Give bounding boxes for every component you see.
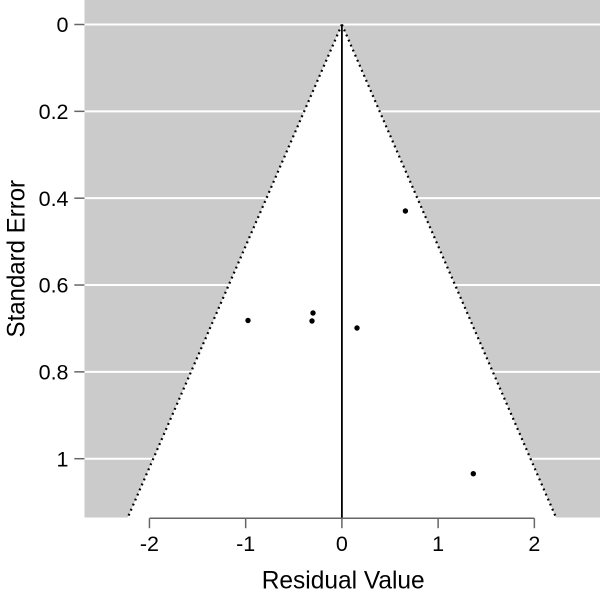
svg-text:2: 2	[528, 532, 540, 556]
svg-text:-1: -1	[236, 532, 255, 556]
svg-text:1: 1	[57, 447, 69, 471]
svg-text:Residual Value: Residual Value	[262, 567, 425, 595]
svg-text:-2: -2	[140, 532, 159, 556]
svg-text:0: 0	[336, 532, 348, 556]
svg-text:Standard Error: Standard Error	[3, 180, 31, 338]
svg-text:0.6: 0.6	[39, 274, 69, 298]
svg-text:0.4: 0.4	[39, 187, 69, 211]
svg-text:1: 1	[432, 532, 444, 556]
svg-text:0.8: 0.8	[39, 361, 69, 385]
svg-text:0: 0	[57, 13, 69, 37]
svg-text:0.2: 0.2	[39, 100, 69, 124]
